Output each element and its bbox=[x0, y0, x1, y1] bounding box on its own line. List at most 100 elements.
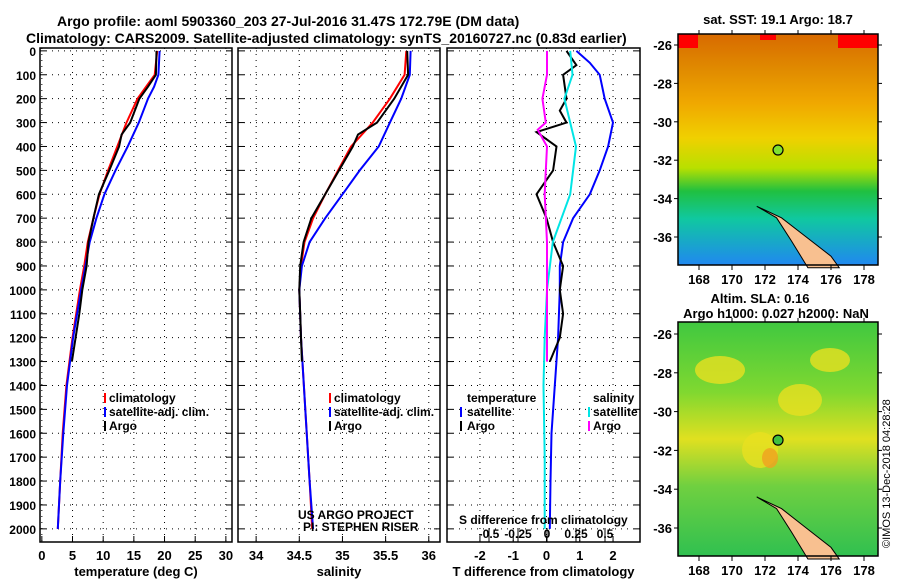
x-tick-label: 2 bbox=[609, 548, 616, 563]
legend-swatch bbox=[329, 393, 331, 403]
x-tick-label: 30 bbox=[219, 548, 233, 563]
y-tick-label: 600 bbox=[16, 188, 36, 202]
series-line-s-satellite bbox=[542, 50, 578, 529]
lat-tick-label: -34 bbox=[653, 192, 673, 207]
x2-tick-label: 0 bbox=[544, 527, 551, 541]
lon-tick-label: 170 bbox=[721, 272, 743, 287]
lat-tick-label: -28 bbox=[653, 366, 672, 381]
legend-label: satellite bbox=[593, 405, 638, 419]
x-axis-label: T difference from climatology bbox=[452, 564, 635, 579]
legend-label: climatology bbox=[109, 391, 176, 405]
legend-swatch bbox=[460, 407, 462, 417]
lon-tick-label: 176 bbox=[820, 272, 842, 287]
sst-hot-patch bbox=[678, 34, 698, 48]
lat-tick-label: -36 bbox=[653, 230, 672, 245]
legend-swatch bbox=[588, 407, 590, 417]
legend-label: Argo bbox=[593, 419, 621, 433]
series-line-s-argo bbox=[536, 50, 549, 362]
x-tick-label: 5 bbox=[69, 548, 76, 563]
sla-map bbox=[674, 318, 882, 561]
panel-frame-1 bbox=[237, 47, 441, 543]
lon-tick-label: 170 bbox=[721, 563, 743, 578]
lat-tick-label: -26 bbox=[653, 327, 672, 342]
y-tick-label: 100 bbox=[16, 69, 36, 83]
y-tick-label: 1800 bbox=[9, 475, 36, 489]
x-tick-label: 10 bbox=[96, 548, 110, 563]
legend-label: satellite bbox=[467, 405, 512, 419]
y-tick-label: 1400 bbox=[9, 379, 36, 393]
lat-tick-label: -32 bbox=[653, 443, 672, 458]
lon-tick-label: 178 bbox=[853, 563, 875, 578]
y-tick-label: 800 bbox=[16, 236, 36, 250]
sla-anomaly-patch bbox=[762, 448, 778, 468]
y-tick-label: 1500 bbox=[9, 403, 36, 417]
x-axis-label: temperature (deg C) bbox=[74, 564, 198, 579]
sst-hot-patch bbox=[760, 34, 776, 40]
legend-swatch bbox=[460, 421, 462, 431]
lat-tick-label: -36 bbox=[653, 521, 672, 536]
legend-label: climatology bbox=[334, 391, 401, 405]
x-tick-label: 35.5 bbox=[373, 548, 398, 563]
sst-map bbox=[674, 30, 882, 270]
legend-swatch bbox=[329, 407, 331, 417]
y-tick-label: 1100 bbox=[10, 308, 36, 322]
x2-tick-label: -0.5 bbox=[479, 527, 500, 541]
new-zealand-land bbox=[756, 496, 841, 560]
x-tick-label: -1 bbox=[507, 548, 519, 563]
lon-tick-label: 174 bbox=[787, 563, 809, 578]
lat-tick-label: -32 bbox=[653, 153, 672, 168]
x-tick-label: 0 bbox=[543, 548, 550, 563]
lon-tick-label: 178 bbox=[853, 272, 875, 287]
y-tick-label: 900 bbox=[16, 260, 36, 274]
x-tick-label: 34 bbox=[249, 548, 264, 563]
legend-label: satellite-adj. clim. bbox=[334, 405, 434, 419]
legend-label: Argo bbox=[334, 419, 362, 433]
series-line-t-satellite bbox=[548, 50, 615, 529]
lat-tick-label: -30 bbox=[653, 115, 672, 130]
sla-title-line-1: Altim. SLA: 0.16 bbox=[711, 291, 810, 306]
series-line-argo bbox=[70, 50, 158, 362]
x2-tick-label: 0.5 bbox=[597, 527, 614, 541]
lon-tick-label: 172 bbox=[754, 272, 776, 287]
x-tick-label: 34.5 bbox=[287, 548, 312, 563]
new-zealand-land bbox=[756, 205, 841, 269]
legend-title-salinity: salinity bbox=[593, 391, 635, 405]
lat-tick-label: -34 bbox=[653, 482, 673, 497]
legend-swatch bbox=[588, 421, 590, 431]
argo-float-marker bbox=[772, 434, 784, 446]
x-tick-label: 0 bbox=[38, 548, 45, 563]
legend-swatch bbox=[329, 421, 331, 431]
y-tick-label: 400 bbox=[16, 140, 36, 154]
legend-label: Argo bbox=[467, 419, 495, 433]
series-line-satellite-adj-clim- bbox=[298, 50, 412, 529]
legend-title-temperature: temperature bbox=[467, 391, 537, 405]
x-tick-label: 36 bbox=[422, 548, 436, 563]
lon-tick-label: 174 bbox=[787, 272, 809, 287]
timestamp: ©IMOS 13-Dec-2018 04:28:28 bbox=[881, 399, 893, 548]
sst-hot-patch bbox=[838, 34, 878, 48]
x-tick-label: 1 bbox=[576, 548, 583, 563]
title-line-2: Climatology: CARS2009. Satellite-adjuste… bbox=[26, 30, 627, 46]
y-tick-label: 300 bbox=[16, 117, 36, 131]
legend-swatch bbox=[104, 421, 106, 431]
legend-label: Argo bbox=[109, 419, 137, 433]
lon-tick-label: 168 bbox=[688, 272, 710, 287]
y-tick-label: 1000 bbox=[9, 284, 36, 298]
map-frame bbox=[677, 321, 879, 557]
legend-label: satellite-adj. clim. bbox=[109, 405, 209, 419]
argo-float-marker bbox=[772, 144, 784, 156]
sla-anomaly-patch bbox=[695, 356, 745, 384]
title-line-1: Argo profile: aoml 5903360_203 27-Jul-20… bbox=[57, 13, 520, 29]
sla-anomaly-patch bbox=[778, 384, 822, 416]
lon-tick-label: 168 bbox=[688, 563, 710, 578]
x-tick-label: 20 bbox=[157, 548, 171, 563]
series-line-t-argo bbox=[534, 50, 578, 362]
x2-axis-label: S difference from climatology bbox=[459, 513, 628, 527]
lon-tick-label: 172 bbox=[754, 563, 776, 578]
series-line-argo bbox=[298, 50, 410, 362]
y-tick-label: 700 bbox=[16, 212, 36, 226]
y-tick-label: 1900 bbox=[9, 499, 36, 513]
x2-tick-label: 0.25 bbox=[564, 527, 588, 541]
legend-swatch bbox=[104, 407, 106, 417]
